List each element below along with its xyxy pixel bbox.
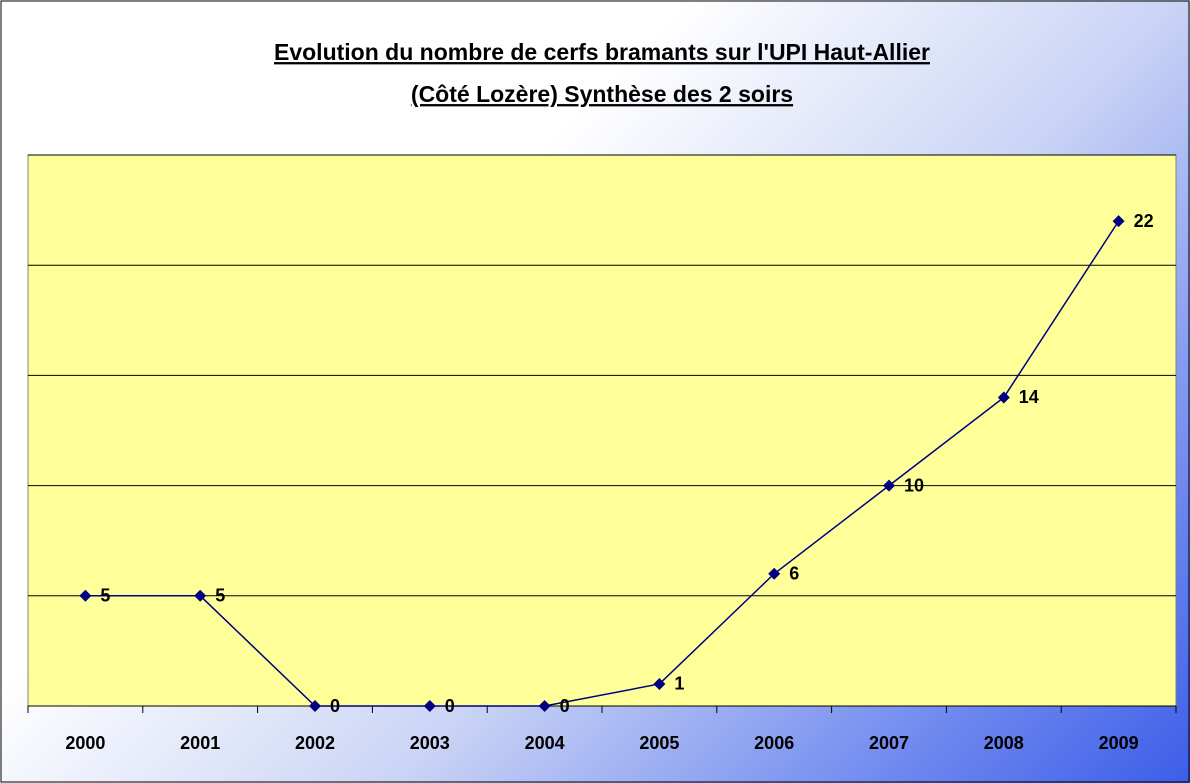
data-label: 5 (100, 586, 110, 606)
marker (997, 391, 1010, 404)
x-tick-label: 2008 (984, 733, 1024, 753)
data-label: 6 (789, 564, 799, 584)
x-tick-label: 2004 (525, 733, 565, 753)
marker (423, 700, 436, 712)
data-label: 22 (1134, 211, 1154, 231)
data-label: 0 (330, 696, 340, 716)
marker (653, 677, 666, 690)
data-label: 5 (215, 586, 225, 606)
marker (768, 567, 781, 580)
plot-area (27, 154, 1177, 707)
x-tick-label: 2007 (869, 733, 909, 753)
marker (1112, 215, 1125, 228)
x-tick-label: 2000 (65, 733, 105, 753)
line (85, 220, 1120, 707)
marker (883, 479, 895, 492)
x-tick-label: 2006 (754, 733, 794, 753)
x-tick-label: 2005 (639, 733, 679, 753)
chart-title: Evolution du nombre de cerfs bramants su… (274, 39, 930, 65)
data-label: 0 (560, 696, 570, 716)
x-tick-label: 2001 (180, 733, 220, 753)
data-label: 14 (1019, 387, 1039, 407)
marker (79, 589, 92, 602)
x-tick-label: 2009 (1099, 733, 1139, 753)
x-tick-label: 2002 (295, 733, 335, 753)
marker (538, 700, 551, 712)
chart-title: (Côté Lozère) Synthèse des 2 soirs (411, 81, 793, 107)
data-label: 10 (904, 475, 924, 495)
marker (309, 700, 321, 712)
x-tick-label: 2003 (410, 733, 450, 753)
marker (194, 589, 207, 602)
data-label: 0 (445, 696, 455, 716)
data-label: 1 (674, 674, 684, 694)
